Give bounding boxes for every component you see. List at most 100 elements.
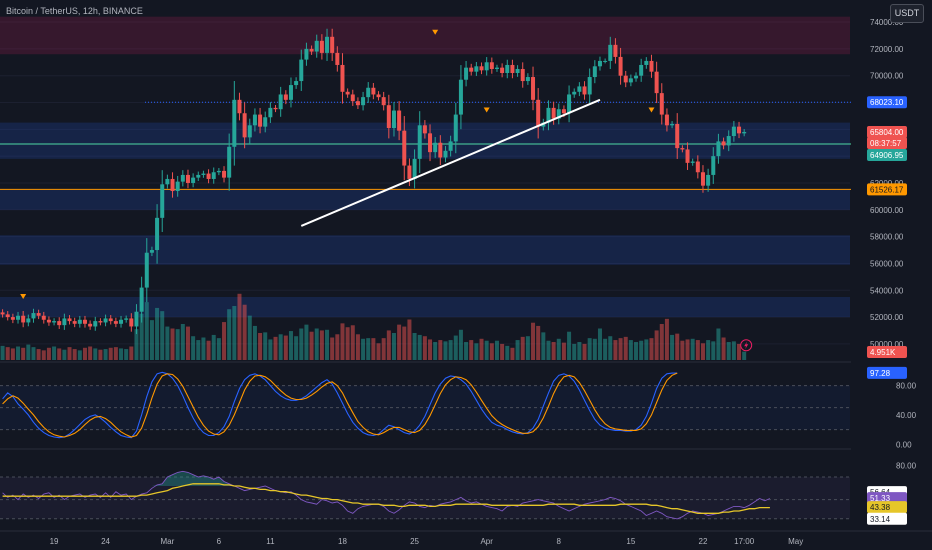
currency-button[interactable]: USDT bbox=[890, 4, 924, 23]
trendline[interactable] bbox=[300, 98, 601, 227]
volume-bar bbox=[623, 336, 628, 360]
candle-body bbox=[690, 161, 695, 163]
volume-bar bbox=[108, 347, 113, 360]
volume-bar bbox=[494, 340, 499, 360]
volume-bar bbox=[237, 293, 242, 360]
volume-bar bbox=[72, 349, 77, 360]
time-axis[interactable]: 19 24 Mar 6 11 18 25 Apr 8 15 22 17:00 May bbox=[0, 530, 932, 546]
volume-bar bbox=[139, 313, 144, 360]
candle-body bbox=[376, 94, 381, 98]
candle-body bbox=[98, 321, 103, 323]
signal-marker-icon bbox=[20, 293, 27, 299]
volume-bar bbox=[82, 347, 87, 360]
candle-body bbox=[443, 150, 448, 158]
candle-body bbox=[268, 107, 273, 118]
volume-bar bbox=[294, 336, 299, 360]
volume-bar bbox=[309, 331, 314, 360]
candle-body bbox=[325, 36, 330, 53]
volume-bar bbox=[0, 345, 5, 360]
volume-bar bbox=[706, 340, 711, 360]
volume-bar bbox=[489, 343, 494, 360]
candle-body bbox=[479, 66, 484, 71]
candle-body bbox=[737, 126, 742, 134]
price-axis-background bbox=[851, 0, 932, 532]
volume-bar bbox=[278, 334, 283, 360]
candle-body bbox=[185, 174, 190, 183]
candle-body bbox=[299, 59, 304, 82]
volume-bar bbox=[551, 342, 556, 360]
volume-bar bbox=[505, 345, 510, 360]
volume-bar bbox=[649, 338, 654, 360]
volume-bar bbox=[36, 349, 41, 360]
candle-body bbox=[448, 141, 453, 151]
alert-lightning-icon[interactable] bbox=[740, 339, 753, 352]
volume-bar bbox=[541, 332, 546, 360]
chart-title: Bitcoin / TetherUS, 12h, BINANCE bbox=[6, 6, 143, 16]
time-tick-label: 24 bbox=[101, 537, 110, 546]
volume-bar bbox=[613, 340, 618, 360]
candle-body bbox=[721, 141, 726, 146]
candle-body bbox=[551, 107, 556, 119]
candle-body bbox=[5, 314, 10, 318]
candle-body bbox=[345, 91, 350, 95]
candle-body bbox=[531, 77, 536, 100]
volume-bar bbox=[350, 325, 355, 360]
candle-body bbox=[77, 319, 82, 324]
price-tick-label: 70000.00 bbox=[870, 72, 904, 81]
volume-bar bbox=[577, 342, 582, 360]
candle-body bbox=[0, 312, 5, 315]
candle-body bbox=[72, 321, 77, 324]
volume-bar bbox=[417, 334, 422, 360]
volume-bar bbox=[525, 336, 530, 360]
price-tick-label: 60000.00 bbox=[870, 206, 904, 215]
candle-body bbox=[31, 313, 36, 319]
price-zone bbox=[0, 189, 850, 210]
candle-body bbox=[695, 161, 700, 173]
stoch-tick-label: 80.00 bbox=[896, 382, 917, 391]
candle-body bbox=[36, 313, 41, 316]
volume-bar bbox=[443, 341, 448, 360]
volume-bar bbox=[129, 346, 134, 360]
volume-bar bbox=[216, 338, 221, 360]
candle-body bbox=[592, 66, 597, 78]
candle-body bbox=[191, 177, 196, 183]
volume-bar bbox=[191, 336, 196, 360]
rsi-value-1-badge bbox=[867, 492, 907, 505]
candle-body bbox=[618, 56, 623, 76]
candle-body bbox=[113, 321, 118, 324]
candle-body bbox=[62, 318, 67, 326]
candle-body bbox=[371, 87, 376, 95]
candle-body bbox=[222, 170, 227, 178]
candle-body bbox=[82, 319, 87, 324]
time-tick-label: Apr bbox=[480, 537, 493, 546]
price-axis[interactable]: 74000.0072000.0070000.0068000.0066000.00… bbox=[740, 0, 932, 532]
rsi-value-3-label: 33.14 bbox=[870, 515, 891, 524]
candle-body bbox=[165, 178, 170, 185]
candle-body bbox=[283, 94, 288, 100]
stoch-k-label: 97.28 bbox=[870, 369, 891, 378]
time-tick-label: Mar bbox=[160, 537, 174, 546]
volume-bar bbox=[252, 325, 257, 360]
volume-bar bbox=[721, 337, 726, 360]
volume-bar bbox=[484, 340, 489, 360]
volume-bar bbox=[556, 338, 561, 360]
stoch-d-line bbox=[2, 372, 678, 438]
volume-bar bbox=[510, 347, 515, 360]
trendline-segment[interactable] bbox=[300, 98, 601, 227]
price-zone bbox=[0, 16, 850, 55]
volume-bar bbox=[546, 340, 551, 360]
volume-bar bbox=[520, 336, 525, 360]
candle-body bbox=[330, 36, 335, 53]
candle-body bbox=[263, 117, 268, 127]
candle-body bbox=[520, 68, 525, 82]
candlesticks bbox=[0, 28, 747, 335]
volume-bar bbox=[572, 343, 577, 360]
volume-bar bbox=[160, 311, 165, 360]
volume-bar bbox=[726, 342, 731, 360]
candle-body bbox=[505, 64, 510, 74]
candle-body bbox=[155, 217, 160, 251]
volume-bar bbox=[561, 342, 566, 360]
stoch-rsi-pane bbox=[0, 371, 850, 439]
